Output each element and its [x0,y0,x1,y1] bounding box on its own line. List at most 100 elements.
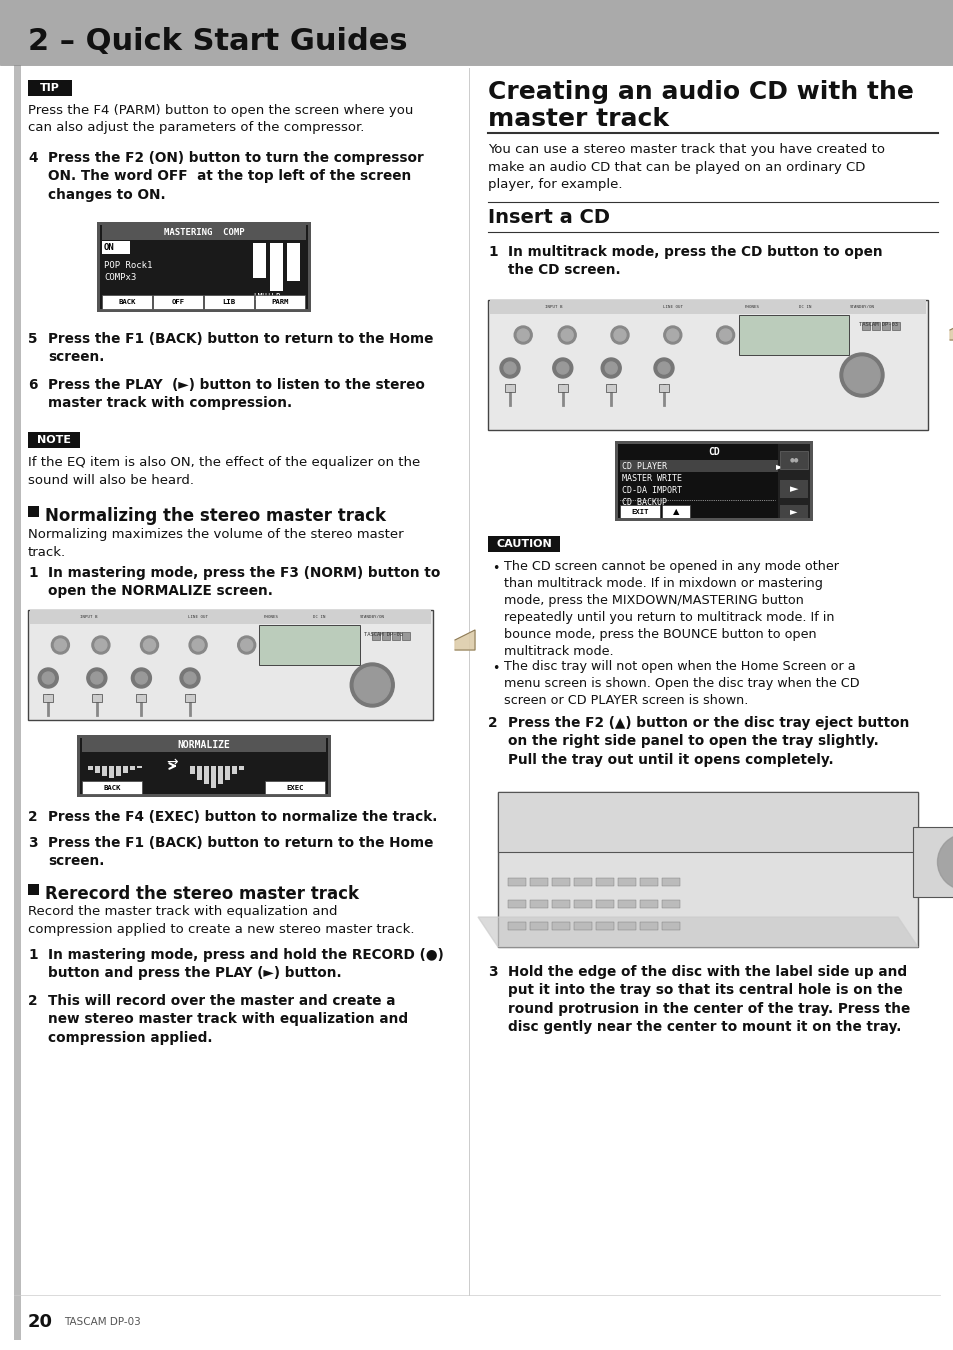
Text: CD PLAYER: CD PLAYER [621,462,666,471]
Bar [190,765,194,774]
Text: STANDBY/ON: STANDBY/ON [848,305,874,309]
Text: 2: 2 [488,716,497,730]
Bar [661,922,679,930]
Bar [661,505,689,518]
Bar [882,323,889,329]
Bar [661,878,679,886]
Bar [619,460,778,472]
Circle shape [143,639,155,651]
Text: TASCAM DP-03: TASCAM DP-03 [364,632,402,637]
Bar [116,765,121,776]
Circle shape [840,352,883,397]
Circle shape [132,668,152,688]
Text: Press the F2 (ON) button to turn the compressor
ON. The word OFF  at the top lef: Press the F2 (ON) button to turn the com… [48,151,423,201]
Bar [912,828,953,896]
Text: PHONES: PHONES [263,616,278,620]
Text: ►: ► [789,485,798,494]
Bar [185,694,194,702]
Text: CAUTION: CAUTION [496,539,551,549]
Text: TIP: TIP [40,82,60,93]
Text: EXEC: EXEC [287,784,304,791]
Bar [28,80,71,96]
Bar [80,738,328,794]
Text: Press the F4 (EXEC) button to normalize the track.: Press the F4 (EXEC) button to normalize … [48,810,436,824]
Bar [152,296,203,309]
Bar [639,900,658,909]
Circle shape [600,358,620,378]
Bar [95,765,100,774]
Bar [28,884,39,895]
Bar [137,765,142,768]
Bar [618,878,636,886]
Bar [402,632,410,640]
Text: In mastering mode, press the F3 (NORM) button to
open the NORMALIZE screen.: In mastering mode, press the F3 (NORM) b… [48,566,440,598]
Text: ►: ► [775,460,782,471]
Circle shape [843,356,879,393]
Circle shape [140,636,158,653]
Bar [574,900,592,909]
Text: Press the F2 (▲) button or the disc tray eject button
on the right side panel to: Press the F2 (▲) button or the disc tray… [507,716,908,767]
Text: INPUT B: INPUT B [545,305,562,309]
Circle shape [658,362,669,374]
Circle shape [552,358,572,378]
Bar [130,765,135,769]
Bar [552,878,569,886]
Circle shape [38,668,58,688]
Text: 2 – Quick Start Guides: 2 – Quick Start Guides [28,27,407,57]
Bar [552,922,569,930]
Circle shape [517,329,529,342]
Bar [239,765,244,769]
Text: ON: ON [104,243,114,252]
Text: PHONES: PHONES [743,305,759,309]
Bar [596,878,614,886]
Bar [488,300,927,431]
Text: NORMALIZE: NORMALIZE [177,740,231,751]
Text: NOTE: NOTE [37,435,71,446]
Text: →: → [166,755,177,770]
Circle shape [604,362,617,374]
Text: In multitrack mode, press the CD button to open
the CD screen.: In multitrack mode, press the CD button … [507,244,882,277]
Bar [530,922,547,930]
Text: DC IN: DC IN [798,305,810,309]
Text: TASCAM DP-03: TASCAM DP-03 [858,323,897,327]
Text: LINE OUT: LINE OUT [188,616,208,620]
Text: Press the F1 (BACK) button to return to the Home
screen.: Press the F1 (BACK) button to return to … [48,332,433,365]
Bar [862,323,869,329]
Bar [372,632,380,640]
Circle shape [666,329,679,342]
Bar [605,383,616,392]
Text: If the EQ item is also ON, the effect of the equalizer on the
sound will also be: If the EQ item is also ON, the effect of… [28,456,420,486]
Text: STANDBY/ON: STANDBY/ON [359,616,384,620]
Circle shape [560,329,573,342]
Bar [619,505,659,518]
Bar [136,694,146,702]
Bar [778,444,809,518]
Text: This will record over the master and create a
new stereo master track with equal: This will record over the master and cre… [48,994,408,1045]
Bar [382,632,390,640]
Text: 20: 20 [28,1314,53,1331]
Bar [574,878,592,886]
Text: BACK: BACK [104,784,121,791]
Bar [28,506,39,517]
Text: Press the PLAY  (►) button to listen to the stereo
master track with compression: Press the PLAY (►) button to listen to t… [48,378,424,410]
Circle shape [54,639,67,651]
Circle shape [503,362,516,374]
Circle shape [184,672,195,684]
Text: ►: ► [789,506,797,517]
Text: 2: 2 [28,810,37,824]
Bar [615,441,812,521]
Bar [196,765,202,780]
Circle shape [189,636,207,653]
Bar [109,765,113,778]
Bar [490,300,925,315]
Text: Hold the edge of the disc with the label side up and
put it into the tray so tha: Hold the edge of the disc with the label… [507,965,909,1034]
Bar [88,765,92,769]
Bar [225,765,230,780]
Bar [497,792,917,946]
Text: 5: 5 [28,332,37,346]
Bar [891,323,899,329]
Circle shape [192,639,204,651]
Bar [28,610,433,720]
Text: PARM: PARM [271,298,289,305]
Bar [287,243,299,281]
